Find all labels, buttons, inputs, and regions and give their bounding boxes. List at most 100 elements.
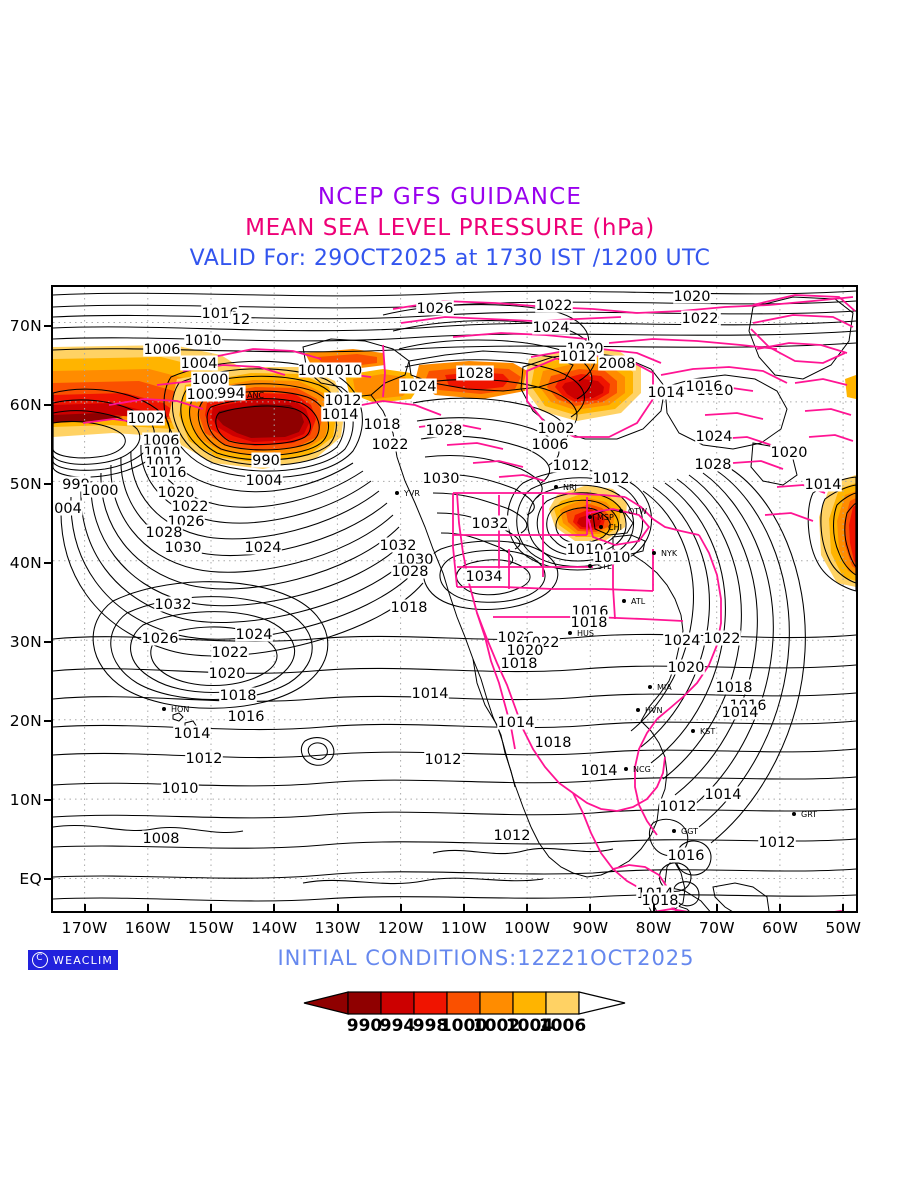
lon-tick-110w: 110W — [440, 919, 488, 937]
colorbar-tick-1006: 1006 — [538, 1016, 587, 1036]
svg-text:1018: 1018 — [220, 688, 257, 704]
svg-text:2008: 2008 — [599, 356, 636, 372]
svg-text:1000: 1000 — [82, 483, 119, 499]
contour-label: 2008 — [598, 355, 636, 372]
city-marker-mia: MIA — [648, 683, 672, 692]
city-marker-nyk: NYK — [652, 549, 678, 558]
chart-title-line2: MEAN SEA LEVEL PRESSURE (hPa) — [245, 214, 655, 241]
svg-text:CHI: CHI — [608, 523, 622, 532]
svg-text:NRJ: NRJ — [563, 483, 577, 492]
svg-text:GGT: GGT — [681, 827, 698, 836]
svg-text:1002: 1002 — [187, 387, 224, 403]
svg-text:MIA: MIA — [657, 683, 672, 692]
contour-label: 1024 — [244, 539, 282, 556]
svg-text:1016: 1016 — [686, 379, 723, 395]
lon-tickmark — [779, 904, 782, 913]
svg-text:1024: 1024 — [696, 429, 733, 445]
lat-tick-10n: 10N — [9, 791, 42, 810]
colorbar-segment — [347, 991, 382, 1015]
contour-label: 1014 — [721, 704, 759, 721]
lon-tickmark — [652, 904, 655, 913]
svg-text:004: 004 — [54, 501, 82, 517]
contour-label: 1012 — [324, 392, 362, 409]
contour-label: 1022 — [703, 630, 741, 647]
svg-text:1016: 1016 — [150, 465, 187, 481]
svg-text:1012: 1012 — [494, 828, 531, 844]
city-marker-chi: CHI — [599, 523, 622, 532]
svg-text:1022: 1022 — [704, 631, 741, 647]
colorbar-segment — [512, 991, 547, 1015]
svg-text:1010: 1010 — [185, 333, 222, 349]
title-block: NCEP GFS GUIDANCE MEAN SEA LEVEL PRESSUR… — [0, 182, 900, 273]
lon-tickmark — [399, 904, 402, 913]
colorbar-tick-990: 990 — [346, 1016, 383, 1036]
contour-label: 1014 — [173, 725, 211, 742]
weaclim-logo[interactable]: C WEACLIM — [28, 950, 118, 970]
lat-tick-60n: 60N — [9, 396, 42, 415]
lat-tick-30n: 30N — [9, 633, 42, 652]
colorbar-tick-labels: 990 994 998 1000 1002 1004 1006 — [300, 1016, 660, 1036]
svg-text:1022: 1022 — [212, 645, 249, 661]
colorbar-segment — [413, 991, 448, 1015]
city-marker-atl: ATL — [622, 597, 646, 606]
contour-label: 1016 — [227, 708, 265, 725]
contour-label: 1018 — [219, 687, 257, 704]
city-marker-grt: GRT — [792, 810, 817, 819]
contour-label: 1032 — [154, 596, 192, 613]
colorbar-tick-998: 998 — [412, 1016, 449, 1036]
contour-label: 1014 — [321, 406, 359, 423]
svg-text:1022: 1022 — [682, 311, 719, 327]
svg-text:1018: 1018 — [571, 615, 608, 631]
lon-tickmark — [589, 904, 592, 913]
map-canvas: ANC YVR NRJ MSP OTW CHI NYK STL ATL HUS MIA HVN NCG G… — [53, 287, 856, 911]
svg-text:1014: 1014 — [498, 715, 535, 731]
svg-text:1016: 1016 — [202, 306, 239, 322]
lat-tick-70n: 70N — [9, 317, 42, 336]
city-marker-hvn: HVN — [636, 706, 662, 715]
svg-text:1018: 1018 — [642, 893, 679, 909]
svg-text:1014: 1014 — [174, 726, 211, 742]
contour-label: 1024 — [235, 626, 273, 643]
svg-text:1010: 1010 — [162, 781, 199, 797]
svg-text:1024: 1024 — [236, 627, 273, 643]
colorbar-segment — [479, 991, 514, 1015]
lat-tickmark — [44, 483, 53, 486]
colorbar-swatches — [303, 991, 626, 1015]
svg-text:HVN: HVN — [645, 706, 662, 715]
svg-text:1012: 1012 — [325, 393, 362, 409]
contour-label: 1016 — [667, 847, 705, 864]
contour-label: 1014 — [704, 786, 742, 803]
lon-tickmark — [715, 904, 718, 913]
lat-tickmark — [44, 562, 53, 565]
contour-label: 1002 — [127, 410, 165, 427]
svg-text:990: 990 — [252, 453, 280, 469]
contour-label: 1022 — [211, 644, 249, 661]
svg-text:1024: 1024 — [400, 379, 437, 395]
lat-tickmark — [44, 325, 53, 328]
contour-label: 1028 — [425, 422, 463, 439]
svg-text:12: 12 — [232, 312, 250, 328]
svg-text:1020: 1020 — [158, 485, 195, 501]
contour-label: 1018 — [363, 416, 401, 433]
svg-text:1020: 1020 — [507, 643, 544, 659]
svg-text:1016: 1016 — [228, 709, 265, 725]
contour-label: 1020 — [673, 288, 711, 305]
svg-text:1018: 1018 — [535, 735, 572, 751]
contour-label: 1032 — [379, 537, 417, 554]
svg-text:1028: 1028 — [457, 366, 494, 382]
svg-text:1022: 1022 — [372, 437, 409, 453]
lon-tick-150w: 150W — [188, 919, 235, 937]
svg-text:1028: 1028 — [146, 525, 183, 541]
mslp-contour-map[interactable]: ANC YVR NRJ MSP OTW CHI NYK STL ATL HUS MIA HVN NCG G… — [51, 285, 858, 913]
contour-label: 1018 — [534, 734, 572, 751]
svg-text:1014: 1014 — [322, 407, 359, 423]
svg-text:1024: 1024 — [533, 320, 570, 336]
svg-text:1004: 1004 — [246, 473, 283, 489]
lon-tick-140w: 140W — [251, 919, 298, 937]
lon-tick-90w: 90W — [572, 919, 609, 937]
svg-text:1018: 1018 — [716, 680, 753, 696]
contour-label: 1020 — [506, 642, 544, 659]
pressure-colorbar[interactable]: 990 994 998 1000 1002 1004 1006 — [300, 990, 660, 1036]
lat-tick-20n: 20N — [9, 712, 42, 731]
contour-label: 1032 — [471, 515, 509, 532]
